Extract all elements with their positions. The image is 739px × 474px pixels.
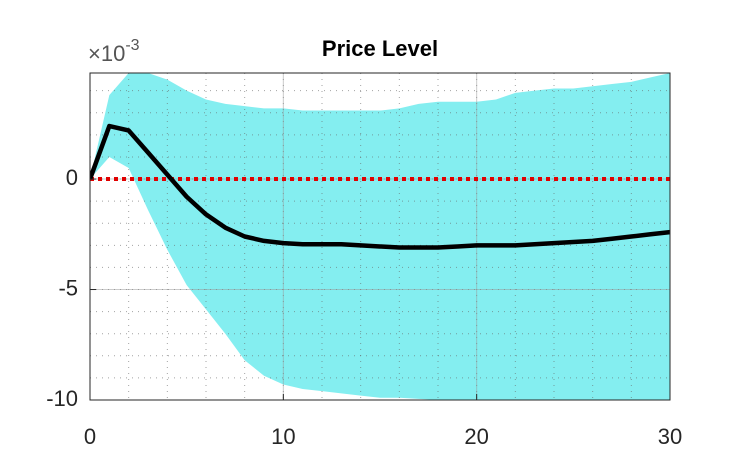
y-tick-label: 0 [66,165,78,190]
exponent-base: ×10 [88,41,125,66]
y-tick-label: -10 [46,386,78,411]
exponent-power: -3 [125,37,139,54]
x-tick-label: 20 [464,424,488,449]
series-line [90,123,670,250]
axes-box [89,72,671,401]
confidence-band [90,73,670,400]
chart-title: Price Level [322,36,438,61]
y-tick-label: -5 [58,275,78,300]
y-exponent: ×10-3 [88,37,140,66]
x-tick-label: 10 [271,424,295,449]
x-tick-label: 0 [84,424,96,449]
x-tick-label: 30 [658,424,682,449]
plot-area [90,73,670,400]
